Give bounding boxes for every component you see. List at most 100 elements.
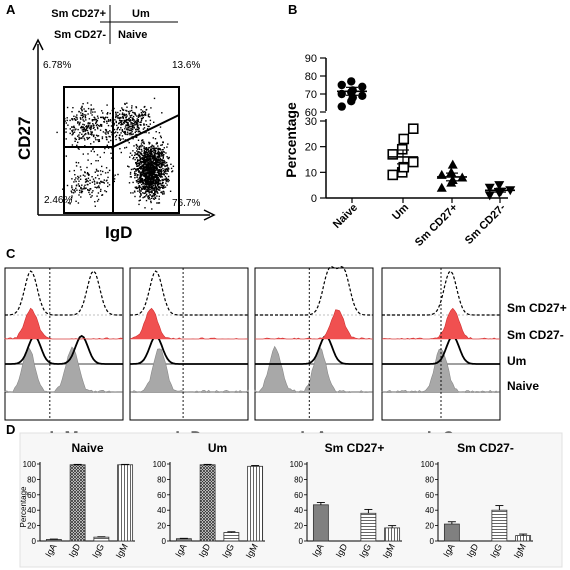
b-ytick-label: 60 xyxy=(305,107,317,119)
d-bar-igg xyxy=(491,509,508,542)
d-bar-iga xyxy=(45,539,62,542)
d-chart-title: Naive xyxy=(71,441,103,455)
d-bar-igg xyxy=(223,532,240,542)
gate-key: Sm CD27+ Um Sm CD27- Naive xyxy=(51,5,178,44)
b-ytick-label: 0 xyxy=(311,193,317,205)
d-bar-iga xyxy=(443,523,460,542)
c-row-label: Sm CD27+ xyxy=(507,301,567,315)
d-bar-iga xyxy=(175,538,192,542)
b-point-um xyxy=(398,133,410,145)
b-data-points xyxy=(337,77,516,201)
b-point-sm-cd27-neg xyxy=(484,183,495,193)
d-bar-igm xyxy=(117,464,134,542)
d-ytick-label: 20 xyxy=(157,522,166,531)
d-ytick-label: 0 xyxy=(162,537,167,546)
b-point-sm-cd27-pos xyxy=(436,182,447,192)
d-ytick-label: 20 xyxy=(425,522,434,531)
c-row-label: Um xyxy=(507,354,526,368)
b-ytick-label: 80 xyxy=(305,71,317,83)
d-ytick-label: 0 xyxy=(299,537,304,546)
d-ytick-label: 0 xyxy=(430,537,435,546)
quadrant-gates xyxy=(63,86,180,214)
b-point-sm-cd27-neg xyxy=(484,191,495,201)
d-ytick-label: 0 xyxy=(32,537,37,546)
panel-label-b: B xyxy=(288,2,297,17)
gate-key-naive: Naive xyxy=(118,29,147,41)
d-ytick-label: 20 xyxy=(27,522,36,531)
c-sm-cd27-pos-histogram xyxy=(5,270,123,316)
d-bar-igg xyxy=(360,512,377,542)
b-category-label: Sm CD27+ xyxy=(413,202,460,249)
d-ytick-label: 80 xyxy=(27,475,36,484)
b-ylabel: Percentage xyxy=(283,102,299,178)
panel-label-a: A xyxy=(6,2,16,17)
gate-key-sm-cd27-neg: Sm CD27- xyxy=(54,29,106,41)
b-point-sm-cd27-pos xyxy=(446,167,457,177)
d-ytick-label: 60 xyxy=(294,491,303,500)
a-xlabel: IgD xyxy=(105,223,132,242)
b-point-sm-cd27-neg xyxy=(494,181,505,191)
d-ytick-label: 80 xyxy=(425,475,434,484)
d-bar-igm xyxy=(247,465,264,542)
b-point-naive xyxy=(358,91,367,101)
d-chart-title: Sm CD27- xyxy=(457,441,514,455)
b-point-um xyxy=(407,123,419,134)
b-point-naive xyxy=(347,77,356,86)
a-ylabel: CD27 xyxy=(15,117,34,160)
c-sm-cd27-neg-histogram xyxy=(255,309,373,340)
c-row-label: Naive xyxy=(507,379,539,393)
d-chart-title: Sm CD27+ xyxy=(325,441,385,455)
c-histogram-igd: IgD xyxy=(129,267,249,447)
d-ytick-label: 100 xyxy=(153,460,167,469)
c-histogram-igm: IgM xyxy=(4,267,124,447)
d-bar-igm xyxy=(515,535,532,542)
d-bar-igg xyxy=(93,536,110,542)
d-ytick-label: 40 xyxy=(157,506,166,515)
d-ytick-label: 40 xyxy=(294,506,303,515)
b-x-labels: Naive Um Sm CD27+ Sm CD27- xyxy=(331,198,508,249)
d-ytick-label: 40 xyxy=(425,506,434,515)
panel-label-c: C xyxy=(6,246,16,261)
panel-label-d: D xyxy=(6,422,15,437)
c-row-labels: Sm CD27+ Sm CD27- Um Naive xyxy=(507,301,567,393)
d-ytick-label: 60 xyxy=(27,491,36,500)
quadrant-bottom-left-pct: 2.46% xyxy=(44,195,72,206)
d-ytick-label: 100 xyxy=(421,460,435,469)
c-um-histogram xyxy=(255,334,373,365)
d-ytick-label: 80 xyxy=(294,475,303,484)
b-ytick-label: 30 xyxy=(305,116,317,128)
d-ytick-label: 80 xyxy=(157,475,166,484)
quadrant-top-left-pct: 6.78% xyxy=(43,60,71,71)
c-sm-cd27-neg-histogram xyxy=(129,307,249,340)
quadrant-bottom-right-pct: 76.7% xyxy=(172,198,200,209)
quadrant-top-right-pct: 13.6% xyxy=(172,60,200,71)
b-category-label: Sm CD27- xyxy=(463,201,508,246)
c-sm-cd27-pos-histogram xyxy=(130,270,248,316)
b-point-um xyxy=(396,143,408,155)
b-point-sm-cd27-pos xyxy=(447,159,458,169)
panel-a-flow-plot: A Sm CD27+ Um Sm CD27- Naive 6.78% 13.6%… xyxy=(6,2,216,242)
b-category-label: Um xyxy=(390,201,411,222)
d-ytick-label: 40 xyxy=(27,506,36,515)
d-ytick-label: 100 xyxy=(290,460,304,469)
d-ytick-label: 60 xyxy=(157,491,166,500)
b-ytick-label: 90 xyxy=(305,53,317,65)
c-histogram-iga: IgA xyxy=(254,265,374,447)
c-sm-cd27-neg-histogram xyxy=(4,307,124,340)
c-naive-histogram xyxy=(381,348,500,393)
d-bar-igd xyxy=(199,464,216,542)
b-point-sm-cd27-pos xyxy=(447,175,458,185)
d-bar-iga xyxy=(312,504,329,542)
c-naive-histogram xyxy=(254,345,373,393)
b-point-um xyxy=(387,169,399,181)
c-um-histogram xyxy=(5,334,123,365)
d-ytick-label: 20 xyxy=(294,522,303,531)
b-point-naive xyxy=(358,82,367,92)
gate-key-sm-cd27-pos: Sm CD27+ xyxy=(51,8,106,20)
